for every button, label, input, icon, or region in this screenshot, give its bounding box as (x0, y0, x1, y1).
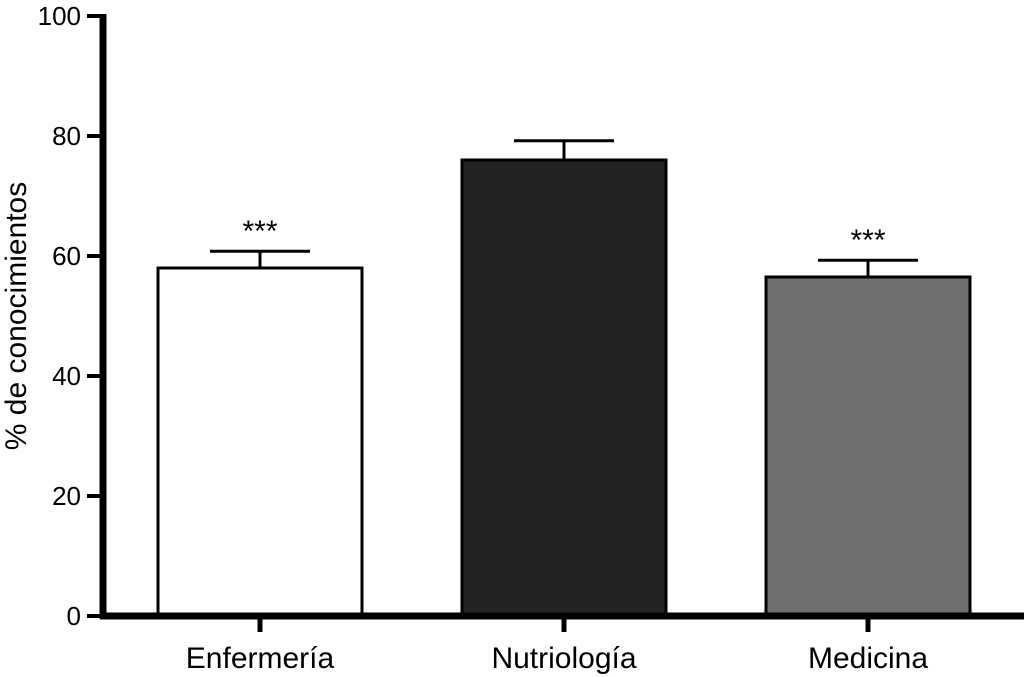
significance-label-3: *** (850, 224, 885, 257)
x-tick-label-1: Enfermería (186, 642, 335, 675)
plot-area: *** Enfermería Nutriología *** Medicina 0 20 40… (38, 1, 1024, 675)
y-tick-label-5: 80 (52, 121, 81, 151)
y-tick-label-1: 0 (67, 601, 81, 631)
y-tick-label-3: 40 (52, 361, 81, 391)
x-tick-label-3: Medicina (808, 642, 928, 675)
y-tick-label-4: 60 (52, 241, 81, 271)
bar-2 (460, 158, 668, 618)
y-axis-label: % de conocimientos (0, 182, 33, 450)
bar-1 (156, 266, 364, 618)
significance-label-1: *** (242, 215, 277, 248)
bar-3 (764, 275, 972, 618)
y-tick-label-2: 20 (52, 481, 81, 511)
x-tick-label-2: Nutriología (491, 642, 636, 675)
y-tick-label-6: 100 (38, 1, 81, 31)
